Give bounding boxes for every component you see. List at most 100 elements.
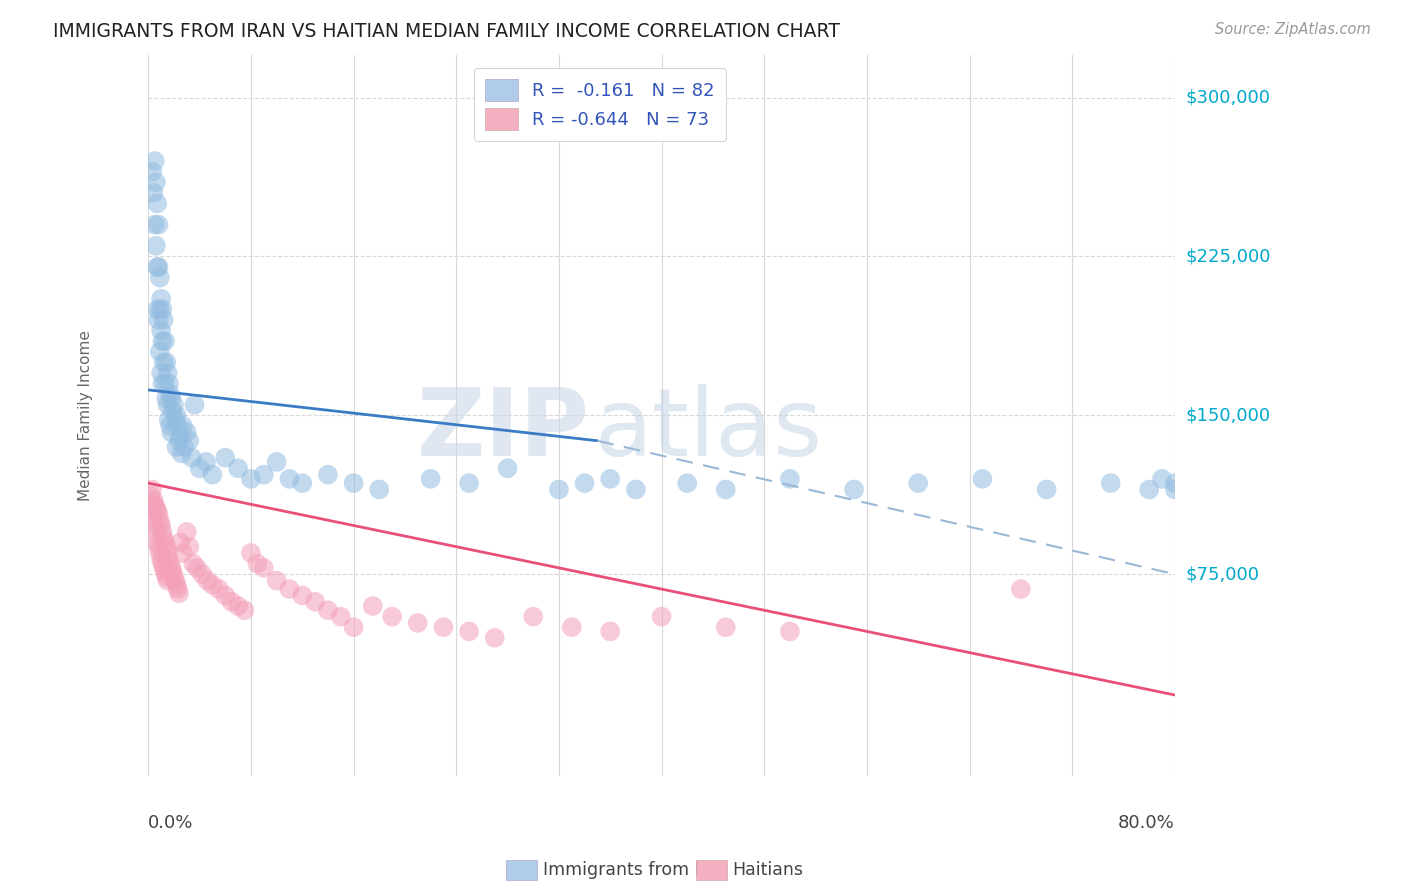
- Point: [163, 569, 186, 583]
- Point: [1164, 476, 1187, 491]
- Point: [253, 467, 276, 482]
- Point: [172, 418, 194, 433]
- Text: $150,000: $150,000: [1187, 407, 1271, 425]
- Point: [149, 546, 172, 560]
- Point: [599, 472, 621, 486]
- Point: [226, 599, 249, 613]
- Point: [368, 483, 391, 497]
- Point: [166, 582, 188, 596]
- Point: [166, 440, 188, 454]
- Point: [226, 461, 249, 475]
- Point: [156, 366, 179, 380]
- Point: [143, 497, 166, 511]
- Point: [142, 186, 165, 200]
- Point: [266, 574, 288, 588]
- Point: [141, 497, 163, 511]
- Point: [173, 440, 195, 454]
- Point: [179, 540, 201, 554]
- Point: [201, 578, 224, 592]
- Point: [172, 546, 194, 560]
- Point: [304, 595, 326, 609]
- Point: [1164, 483, 1187, 497]
- Point: [141, 483, 163, 497]
- Point: [342, 476, 364, 491]
- Point: [146, 302, 169, 317]
- Point: [165, 574, 187, 588]
- Point: [458, 476, 481, 491]
- Point: [145, 501, 167, 516]
- Point: [208, 582, 231, 596]
- Point: [139, 489, 162, 503]
- Point: [186, 561, 208, 575]
- Point: [714, 483, 737, 497]
- Point: [145, 239, 167, 253]
- Point: [160, 392, 183, 406]
- Point: [142, 493, 165, 508]
- Point: [676, 476, 699, 491]
- Point: [167, 434, 190, 448]
- Legend: R =  -0.161   N = 82, R = -0.644   N = 73: R = -0.161 N = 82, R = -0.644 N = 73: [474, 68, 725, 141]
- Point: [146, 503, 169, 517]
- Point: [146, 196, 169, 211]
- Point: [153, 565, 176, 579]
- Point: [150, 302, 173, 317]
- Point: [142, 510, 165, 524]
- Point: [162, 404, 184, 418]
- Point: [148, 218, 170, 232]
- Point: [160, 561, 183, 575]
- Point: [183, 398, 205, 412]
- Text: IMMIGRANTS FROM IRAN VS HAITIAN MEDIAN FAMILY INCOME CORRELATION CHART: IMMIGRANTS FROM IRAN VS HAITIAN MEDIAN F…: [53, 22, 841, 41]
- Point: [842, 483, 865, 497]
- Point: [155, 355, 177, 369]
- Point: [146, 260, 169, 274]
- Point: [150, 324, 173, 338]
- Point: [714, 620, 737, 634]
- Text: ZIP: ZIP: [416, 384, 589, 475]
- Point: [574, 476, 596, 491]
- Point: [159, 418, 181, 433]
- Point: [150, 557, 173, 571]
- Point: [253, 561, 276, 575]
- Point: [150, 292, 173, 306]
- Text: Immigrants from Iran: Immigrants from Iran: [543, 861, 728, 879]
- Point: [419, 472, 441, 486]
- Point: [291, 589, 314, 603]
- Point: [153, 334, 176, 348]
- Point: [316, 467, 339, 482]
- Point: [170, 446, 193, 460]
- Point: [149, 302, 172, 317]
- Point: [159, 387, 181, 401]
- Point: [152, 313, 174, 327]
- Point: [166, 418, 188, 433]
- Point: [162, 565, 184, 579]
- Point: [496, 461, 519, 475]
- Point: [150, 524, 173, 539]
- Text: Source: ZipAtlas.com: Source: ZipAtlas.com: [1215, 22, 1371, 37]
- Point: [522, 609, 544, 624]
- Point: [148, 260, 170, 274]
- Point: [180, 450, 202, 465]
- Point: [148, 508, 170, 522]
- Point: [432, 620, 454, 634]
- Point: [169, 429, 191, 443]
- Text: $75,000: $75,000: [1187, 566, 1260, 583]
- Point: [143, 154, 166, 169]
- Point: [150, 366, 173, 380]
- Point: [152, 355, 174, 369]
- Point: [221, 595, 243, 609]
- Point: [149, 514, 172, 528]
- Point: [166, 409, 188, 423]
- Point: [779, 472, 801, 486]
- Point: [316, 603, 339, 617]
- Point: [143, 518, 166, 533]
- Point: [143, 218, 166, 232]
- Point: [239, 546, 262, 560]
- Point: [153, 535, 176, 549]
- Point: [278, 472, 301, 486]
- Point: [176, 524, 198, 539]
- Point: [201, 467, 224, 482]
- Point: [157, 376, 180, 391]
- Point: [624, 483, 647, 497]
- Point: [239, 472, 262, 486]
- Point: [1010, 582, 1032, 596]
